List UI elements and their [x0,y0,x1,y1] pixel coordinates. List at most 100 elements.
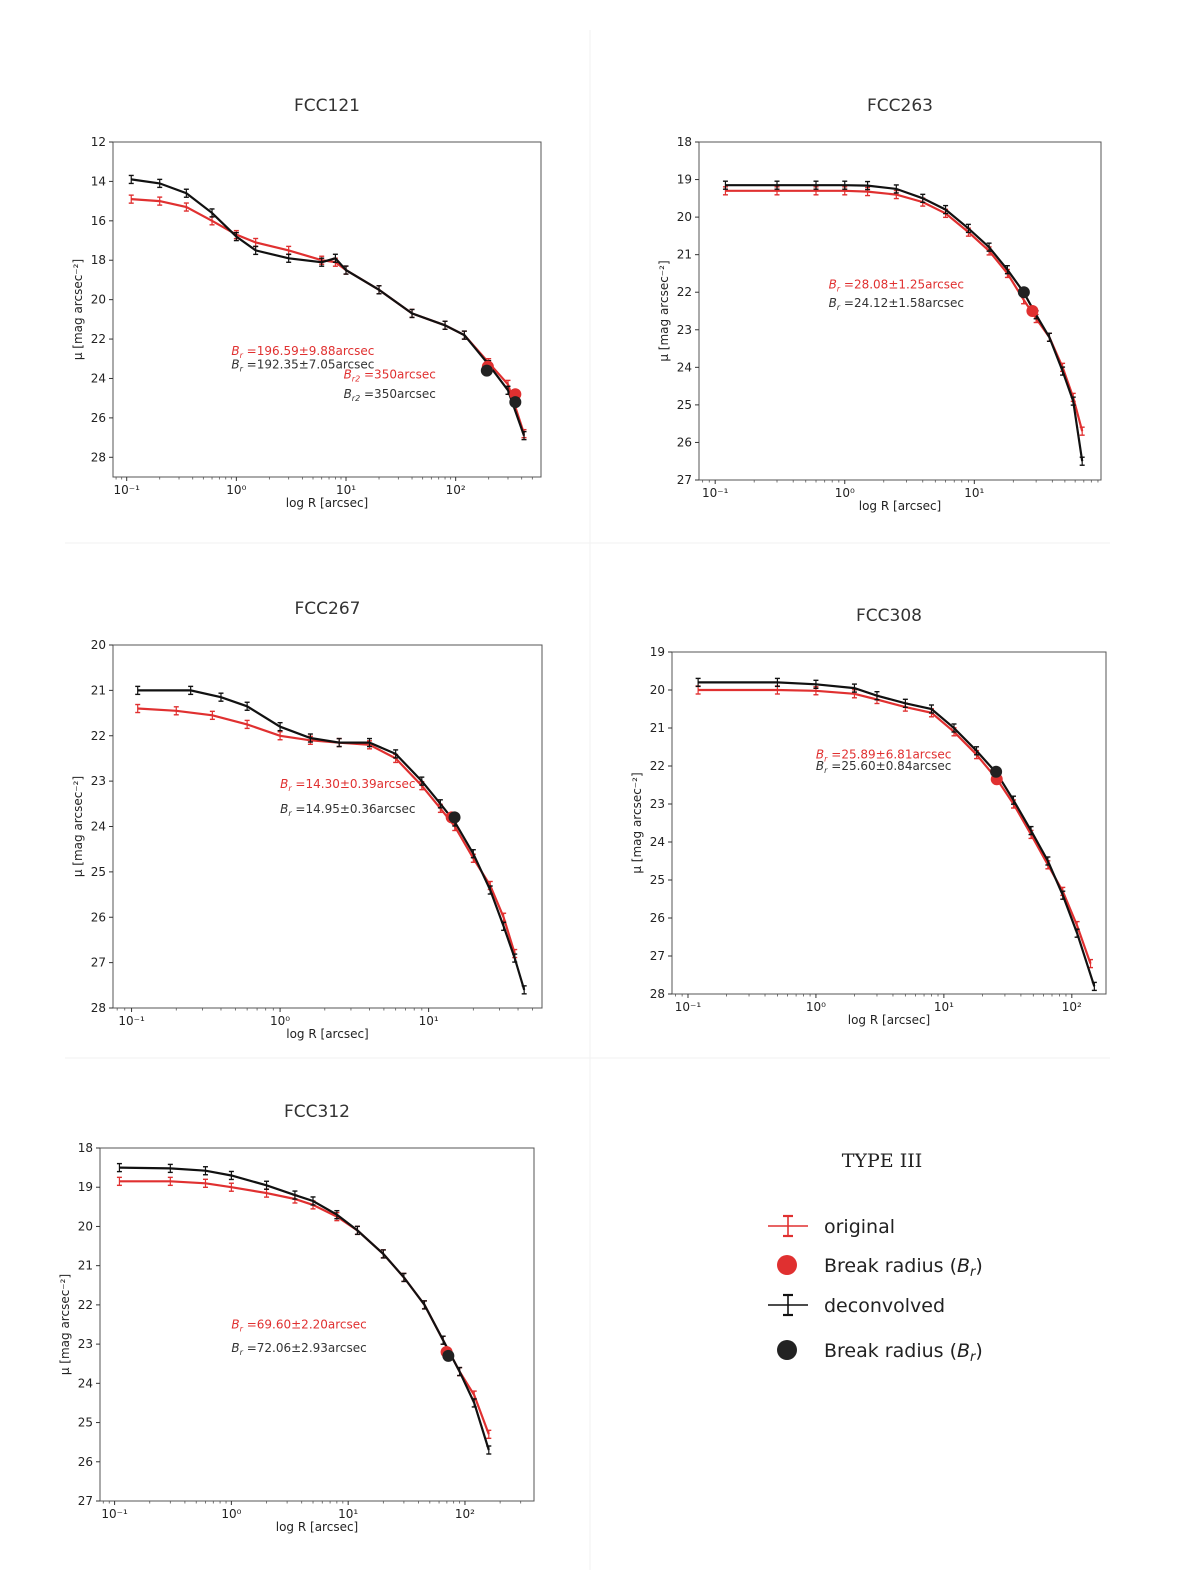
y-tick-label: 20 [677,210,692,224]
data-point-deconvolved [218,692,224,702]
data-point-deconvolved [367,737,373,748]
data-point-deconvolved [874,691,880,701]
y-tick-label: 24 [91,371,106,385]
break-radius-point-deconvolved [1017,286,1030,299]
y-tick-label: 25 [677,398,692,412]
data-point-original [228,1182,234,1192]
y-tick-label: 25 [650,873,665,887]
data-point-original [157,196,163,206]
break-radius-point-deconvolved [442,1349,455,1362]
data-point-deconvolved [286,253,292,263]
y-tick-label: 28 [650,987,665,1001]
break-radius-annotation: Br =14.95±0.36arcsec [280,802,415,818]
y-tick-label: 24 [91,820,106,834]
x-tick-label: 10¹ [336,483,356,497]
data-point-original [116,1176,122,1187]
y-tick-label: 21 [677,248,692,262]
series-line-original [119,1180,490,1435]
data-point-deconvolved [521,430,527,441]
x-tick-label: 10² [1062,1000,1082,1014]
data-point-deconvolved [442,320,448,330]
plot-frame [112,644,543,1009]
y-axis-label: μ [mag arcsec⁻²] [630,772,644,873]
data-point-deconvolved [521,985,527,995]
break-radius-point-original [1026,305,1039,317]
break-radius-annotation: Br =72.06±2.93arcsec [231,1341,366,1357]
y-tick-label: 22 [650,759,665,773]
y-tick-label: 19 [78,1180,93,1194]
y-tick-label: 27 [677,473,692,487]
plot-frame [698,141,1102,481]
y-tick-label: 24 [677,360,692,374]
y-axis-label: μ [mag arcsec⁻²] [657,260,671,361]
legend-label: Break radius (Br) [824,1340,983,1365]
legend-label: original [824,1216,895,1238]
data-point-original [244,719,250,730]
series-line-original [131,198,526,434]
data-point-deconvolved [1060,366,1066,376]
y-tick-label: 18 [91,253,106,267]
data-point-deconvolved [1070,396,1076,406]
data-point-deconvolved [437,799,443,809]
y-tick-label: 27 [650,949,665,963]
break-radius-annotation: Br =25.89±6.81arcsec [816,747,951,763]
x-tick-label: 10⁰ [270,1014,290,1028]
y-axis-label: μ [mag arcsec⁻²] [71,259,85,360]
data-point-deconvolved [1074,928,1080,938]
data-point-deconvolved [209,208,215,218]
legend-item: deconvolved [768,1293,945,1317]
break-radius-point-deconvolved [990,765,1003,778]
y-tick-label: 18 [677,135,692,149]
data-point-deconvolved [951,723,957,733]
data-point-original [1079,426,1085,436]
chart-panel-fcc263: FCC263 18 19 20 21 22 23 24 25 26 27 10⁻¹ 10⁰ 10¹ log … [657,96,1102,513]
data-point-deconvolved [244,701,250,711]
series-line-deconvolved [725,184,1084,462]
data-point-deconvolved [1091,981,1097,992]
y-tick-label: 26 [650,911,665,925]
y-tick-label: 28 [91,450,106,464]
y-axis-label: μ [mag arcsec⁻²] [71,776,85,877]
y-tick-label: 27 [91,956,106,970]
data-point-deconvolved [461,330,467,340]
data-point-deconvolved [292,1190,298,1200]
data-point-deconvolved [695,677,701,688]
y-tick-label: 28 [91,1001,106,1015]
y-tick-label: 18 [78,1141,93,1155]
series-line-deconvolved [698,681,1096,987]
data-point-deconvolved [487,885,493,895]
data-point-deconvolved [310,1196,316,1206]
x-tick-label: 10⁰ [835,486,855,500]
data-point-deconvolved [943,204,949,215]
data-point-deconvolved [233,231,239,242]
data-point-deconvolved [1046,332,1052,342]
data-point-deconvolved [319,257,325,267]
x-tick-label: 10⁰ [226,483,246,497]
y-tick-label: 12 [91,135,106,149]
data-point-deconvolved [501,921,507,932]
y-tick-label: 23 [91,774,106,788]
break-radius-annotation: Br =24.12±1.58arcsec [829,296,964,312]
legend-title: TYPE III [842,1150,922,1172]
break-radius-annotation: Br =28.08±1.25arcsec [829,277,964,293]
y-tick-label: 16 [91,214,106,228]
y-tick-label: 23 [78,1337,93,1351]
y-tick-label: 27 [78,1494,93,1508]
data-point-deconvolved [202,1166,208,1176]
y-tick-label: 25 [78,1416,93,1430]
y-tick-label: 21 [650,721,665,735]
x-tick-label: 10⁰ [806,1000,826,1014]
data-point-original [202,1178,208,1189]
break-radius-point-deconvolved [480,364,493,377]
x-tick-label: 10¹ [419,1014,439,1028]
data-point-deconvolved [486,1445,492,1455]
y-tick-label: 21 [78,1259,93,1273]
y-tick-label: 19 [677,173,692,187]
x-axis-label: log R [arcsec] [276,1520,358,1534]
data-point-deconvolved [471,1398,477,1408]
x-tick-label: 10⁻¹ [702,486,729,500]
y-tick-label: 14 [91,174,106,188]
y-tick-label: 20 [91,293,106,307]
x-tick-label: 10¹ [964,486,984,500]
